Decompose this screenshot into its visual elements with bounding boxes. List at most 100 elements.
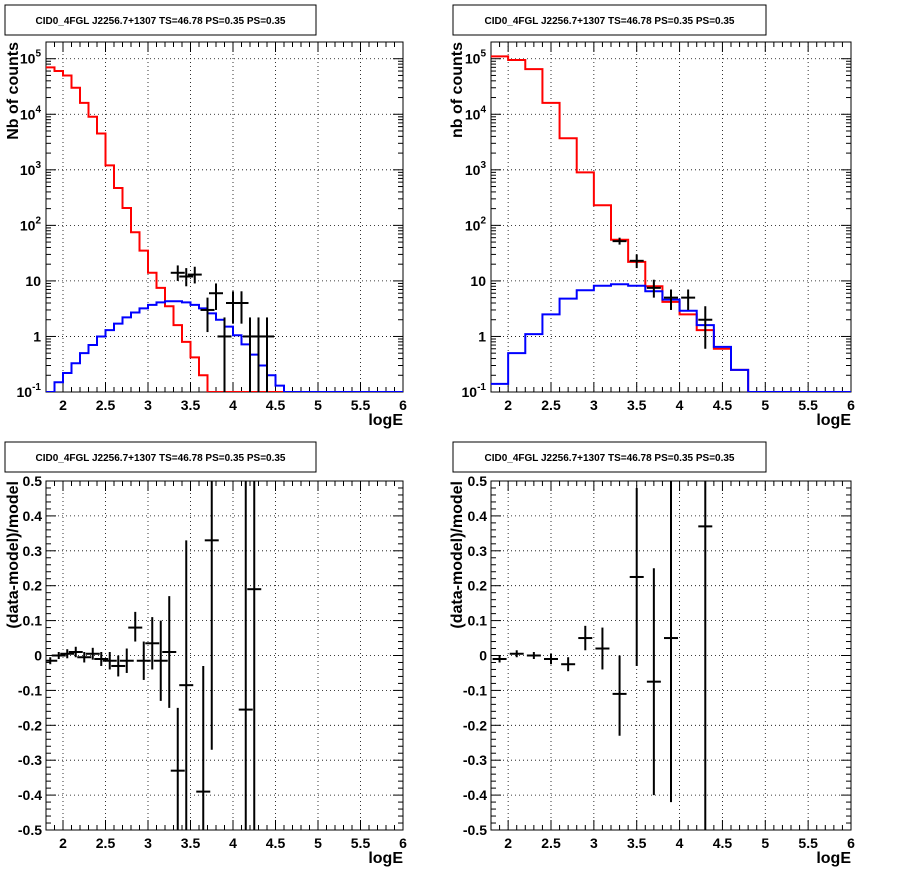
x-tick-label: 3.5 [181,397,201,413]
x-tick-label: 5.5 [798,835,818,851]
plot-area [492,481,713,830]
y-tick-label: -0.1 [463,682,487,698]
x-tick-label: 3.5 [181,835,201,851]
x-tick-label: 3 [590,397,598,413]
x-tick-label: 6 [399,835,407,851]
y-tick-label: 103 [465,160,487,178]
y-tick-label: 1 [33,328,41,344]
x-tick-label: 3 [590,835,598,851]
x-axis-label: logE [368,412,403,429]
plot-area [46,66,403,392]
x-tick-label: 2 [504,397,512,413]
x-tick-label: 5.5 [351,835,371,851]
x-tick-label: 4 [229,835,237,851]
series-model-total [46,66,403,392]
x-tick-label: 2.5 [541,835,561,851]
y-tick-label: 105 [20,49,42,67]
panel-title: CID0_4FGL J2256.7+1307 TS=46.78 PS=0.35 … [485,16,735,27]
x-tick-label: 3 [144,397,152,413]
panel-title: CID0_4FGL J2256.7+1307 TS=46.78 PS=0.35 … [36,16,286,27]
x-tick-label: 6 [847,397,855,413]
x-tick-label: 2 [59,397,67,413]
y-tick-label: -0.5 [18,822,42,838]
y-axis-label: (data-model)/model [5,481,22,629]
y-tick-label: 10-1 [17,382,42,400]
y-tick-label: 0.1 [468,613,488,629]
chart-panel-4: CID0_4FGL J2256.7+1307 TS=46.78 PS=0.35 … [449,441,855,867]
x-tick-label: 5 [314,835,322,851]
y-tick-label: 0.1 [23,613,43,629]
y-tick-label: 10-1 [462,382,487,400]
x-tick-label: 4 [229,397,237,413]
x-tick-label: 6 [399,397,407,413]
y-tick-label: 0.2 [23,578,43,594]
x-tick-label: 2.5 [541,397,561,413]
y-tick-label: -0.2 [18,717,42,733]
y-tick-label: 0.2 [468,578,488,594]
y-tick-label: 104 [465,104,487,122]
panel-title: CID0_4FGL J2256.7+1307 TS=46.78 PS=0.35 … [485,453,735,464]
x-tick-label: 2 [59,835,67,851]
x-tick-label: 2.5 [96,397,116,413]
panel-title-box [4,4,317,36]
y-tick-label: -0.1 [18,682,42,698]
y-axis-label: (data-model)/model [449,481,466,629]
y-tick-label: 0.5 [468,473,488,489]
chart-panel-1: CID0_4FGL J2256.7+1307 TS=46.78 PS=0.35 … [4,4,407,429]
y-tick-label: 0.4 [23,508,43,524]
x-axis-label: logE [368,850,403,867]
x-tick-label: 2 [504,835,512,851]
panel-title-box [4,441,317,473]
x-tick-label: 6 [847,835,855,851]
x-tick-label: 4.5 [266,835,286,851]
y-tick-label: 104 [20,104,42,122]
x-tick-label: 4 [676,835,684,851]
series-source [491,283,851,392]
y-tick-label: -0.2 [463,717,487,733]
x-tick-label: 5.5 [351,397,371,413]
y-tick-label: 102 [465,215,487,233]
series-model-total [491,55,851,392]
plot-frame [45,480,404,831]
y-tick-label: -0.5 [463,822,487,838]
panel-title-box [452,4,767,36]
y-tick-label: -0.4 [18,787,42,803]
x-tick-label: 5 [761,835,769,851]
x-tick-label: 4.5 [266,397,286,413]
plot-area [491,55,851,392]
x-tick-label: 4 [676,397,684,413]
x-axis-label: logE [816,412,851,429]
y-tick-label: -0.4 [463,787,487,803]
y-tick-label: 0.4 [468,508,488,524]
x-tick-label: 5 [314,397,322,413]
y-tick-label: 102 [20,215,42,233]
y-tick-label: 10 [470,273,486,289]
y-tick-label: 0.3 [468,543,488,559]
panel-title-box [452,441,767,473]
x-tick-label: 2.5 [96,835,116,851]
x-tick-label: 3.5 [627,835,647,851]
chart-panel-3: CID0_4FGL J2256.7+1307 TS=46.78 PS=0.35 … [4,441,407,867]
plot-frame [490,41,852,393]
y-tick-label: -0.3 [463,752,487,768]
x-tick-label: 5.5 [798,397,818,413]
chart-panel-2: CID0_4FGL J2256.7+1307 TS=46.78 PS=0.35 … [449,4,855,429]
y-tick-label: -0.3 [18,752,42,768]
panel-title: CID0_4FGL J2256.7+1307 TS=46.78 PS=0.35 … [36,453,286,464]
x-tick-label: 3.5 [627,397,647,413]
y-tick-label: 103 [20,160,42,178]
y-axis-label: nb of counts [449,42,466,138]
y-tick-label: 0.3 [23,543,43,559]
x-tick-label: 5 [761,397,769,413]
y-axis-label: Nb of counts [5,42,22,140]
y-tick-label: 0.5 [23,473,43,489]
x-tick-label: 4.5 [713,835,733,851]
y-tick-label: 0 [479,648,487,664]
y-tick-label: 1 [478,328,486,344]
y-tick-label: 10 [25,273,41,289]
x-axis-label: logE [816,850,851,867]
x-tick-label: 4.5 [713,397,733,413]
x-tick-label: 3 [144,835,152,851]
